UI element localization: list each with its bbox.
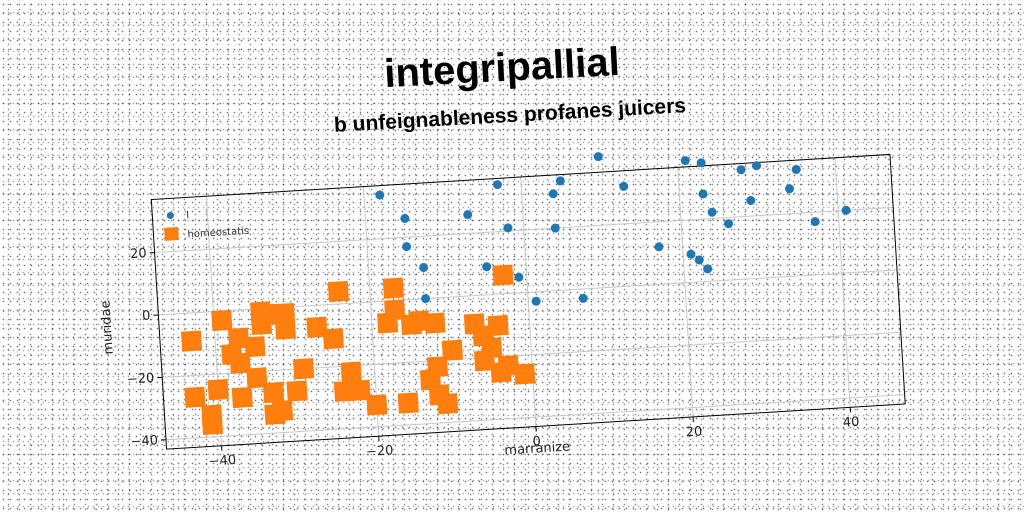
x-grid-line (834, 157, 851, 408)
data-markers (180, 152, 851, 435)
data-point-l (400, 214, 410, 224)
data-point-l (555, 176, 565, 186)
data-point-l (531, 296, 541, 306)
data-point-homeostatis (384, 299, 406, 321)
x-tick-label: 40 (842, 415, 859, 431)
data-point-l (550, 223, 560, 233)
data-point-l (654, 242, 664, 252)
data-point-l (514, 272, 524, 282)
data-point-homeostatis (427, 356, 449, 378)
data-point-homeostatis (207, 379, 229, 401)
data-point-l (548, 189, 558, 199)
data-point-l (578, 293, 588, 303)
data-point-l (694, 255, 704, 265)
data-point-homeostatis (262, 381, 285, 404)
data-point-homeostatis (229, 352, 251, 374)
data-point-homeostatis (211, 309, 233, 332)
x-grid-line (677, 167, 694, 417)
legend-label-l: l (186, 210, 189, 221)
legend: l homeostatis (164, 210, 249, 241)
data-point-l (785, 184, 795, 194)
data-point-homeostatis (180, 330, 203, 352)
legend-label-homeostatis: homeostatis (187, 226, 249, 241)
data-point-l (736, 165, 746, 175)
data-point-homeostatis (258, 303, 280, 326)
data-point-homeostatis (184, 386, 206, 408)
data-point-homeostatis (481, 337, 503, 359)
data-point-l (463, 210, 473, 220)
data-point-homeostatis (246, 367, 268, 389)
data-point-homeostatis (274, 318, 297, 340)
data-point-homeostatis (366, 394, 388, 416)
y-tick-label: −40 (130, 433, 158, 450)
data-point-homeostatis (408, 310, 430, 332)
y-grid-line (162, 331, 901, 378)
data-point-homeostatis (514, 363, 536, 385)
data-point-homeostatis (244, 336, 266, 358)
legend-marker-l (166, 211, 174, 219)
data-point-l (841, 205, 851, 215)
data-point-homeostatis (441, 339, 463, 361)
data-point-homeostatis (286, 380, 308, 402)
x-axis-label: marranize (504, 440, 571, 459)
data-point-l (696, 158, 706, 168)
data-point-l (593, 152, 603, 162)
data-point-homeostatis (333, 380, 356, 402)
x-grid-line (362, 186, 380, 437)
data-point-l (402, 242, 412, 252)
data-point-homeostatis (492, 264, 514, 286)
data-point-homeostatis (437, 393, 459, 415)
data-point-homeostatis (322, 328, 344, 350)
data-point-l (698, 189, 708, 199)
y-grid-line (154, 206, 894, 254)
data-point-l (421, 294, 431, 304)
data-point-homeostatis (228, 327, 250, 349)
data-point-l (680, 156, 690, 166)
data-point-l (686, 249, 696, 259)
data-point-homeostatis (306, 316, 328, 338)
data-point-homeostatis (293, 358, 315, 380)
data-point-homeostatis (273, 302, 296, 325)
data-point-l (703, 264, 713, 274)
data-point-l (503, 223, 513, 233)
y-tick-label: −20 (126, 371, 154, 388)
data-point-l (492, 180, 502, 190)
data-point-l (375, 190, 385, 200)
data-point-l (724, 219, 734, 229)
data-point-homeostatis (201, 413, 223, 435)
x-tick-label: 20 (685, 424, 702, 440)
legend-marker-homeostatis (164, 227, 179, 241)
data-point-l (619, 181, 629, 191)
data-point-homeostatis (397, 392, 419, 414)
x-tick-label: −20 (366, 443, 394, 460)
scatter-plot: −40 −20 0 20 40 −40 −20 0 20 l homeostatis marra… (98, 152, 906, 470)
data-point-homeostatis (424, 312, 446, 334)
x-tick-label: 0 (532, 434, 541, 449)
data-point-l (746, 195, 756, 205)
data-point-l (482, 262, 492, 272)
data-point-homeostatis (271, 400, 294, 422)
data-point-l (752, 161, 762, 171)
y-tick-label: 0 (142, 309, 151, 324)
x-grid-line (520, 176, 537, 427)
axis-ticks: −40 −20 0 20 40 −40 −20 0 20 (126, 246, 859, 470)
x-tick-label: −40 (208, 453, 236, 470)
data-point-l (419, 262, 429, 272)
data-point-homeostatis (497, 355, 520, 377)
y-axis-label: muridae (98, 300, 116, 355)
data-point-l (810, 217, 820, 227)
chart-container: −40 −20 0 20 40 −40 −20 0 20 l homeostatis marra… (79, 113, 937, 484)
data-point-homeostatis (231, 386, 253, 409)
y-grid-line (165, 394, 905, 441)
data-point-homeostatis (382, 277, 404, 299)
data-point-homeostatis (487, 314, 509, 337)
grid-lines (154, 157, 905, 446)
data-point-homeostatis (340, 361, 362, 383)
y-tick-label: 20 (130, 246, 147, 262)
data-point-l (791, 165, 801, 175)
data-point-homeostatis (349, 379, 371, 401)
data-point-homeostatis (327, 280, 349, 303)
data-point-l (707, 207, 717, 217)
